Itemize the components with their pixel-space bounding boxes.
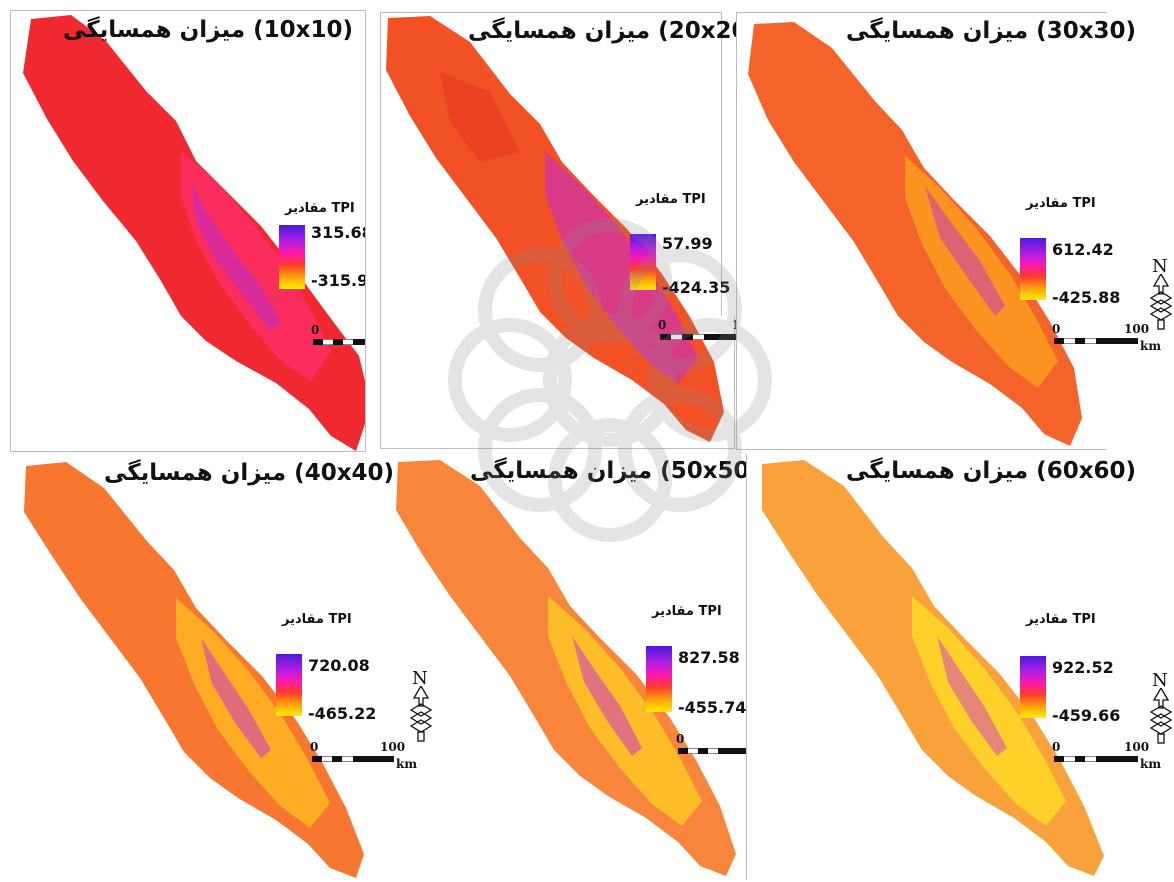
scale-bar-graphic [312, 756, 394, 762]
legend-title: مقادیر TPI [652, 604, 722, 619]
north-arrow-icon [1149, 274, 1173, 330]
scale-zero-label: 0 [1052, 322, 1061, 336]
legend-min-value: -459.66 [1052, 706, 1121, 725]
scale-bar: 0 100 km [1052, 740, 1162, 771]
scale-bar-graphic [678, 748, 758, 754]
legend-max-value: 827.58 [678, 648, 740, 667]
scale-bar-graphic [660, 334, 746, 340]
tpi-legend: مقادیر TPI 720.08 -465.22 [276, 612, 386, 723]
scale-bar: 0 100 km [311, 323, 365, 353]
scale-zero-label: 0 [676, 732, 685, 746]
scale-zero-label: 0 [310, 740, 319, 754]
scale-hundred-label: 100 [1124, 740, 1150, 754]
legend-min-value: -465.22 [308, 704, 377, 723]
region-map [24, 462, 364, 878]
scale-hundred-label: 100 [1124, 322, 1150, 336]
legend-title: مقادیر TPI [285, 201, 355, 216]
scale-bar-graphic [313, 339, 365, 345]
color-ramp [646, 646, 672, 712]
panel-title: میزان همسایگی (60x60) [846, 458, 1137, 484]
legend-min-value: -424.35 [662, 278, 731, 297]
scale-bar: 0 100 km [1052, 322, 1162, 353]
panel-title: میزان همسایگی (20x20) [468, 18, 759, 44]
region-map [396, 460, 736, 876]
north-letter: N [1152, 670, 1168, 691]
north-letter: N [1152, 256, 1168, 277]
legend-max-value: 922.52 [1052, 658, 1114, 677]
scale-bar: 0 100 km [310, 740, 420, 771]
scale-unit-label: km [396, 757, 418, 771]
region-map [762, 460, 1104, 876]
legend-title: مقادیر TPI [1026, 612, 1096, 627]
tpi-legend: مقادیر TPI 612.42 -425.88 [1020, 196, 1130, 307]
tpi-legend: مقادیر TPI 827.58 -455.74 [646, 604, 756, 717]
legend-title: مقادیر TPI [636, 192, 706, 207]
north-letter: N [412, 668, 428, 689]
north-arrow-icon [409, 686, 433, 742]
color-ramp [630, 234, 656, 290]
legend-max-value: 57.99 [662, 234, 713, 253]
region-map [386, 16, 724, 442]
legend-max-value: 315.68 [311, 223, 365, 242]
scale-bar-graphic [1054, 756, 1138, 762]
panel-title: میزان همسایگی (50x50) [470, 458, 761, 484]
north-arrow-icon [1149, 688, 1173, 744]
legend-min-value: -425.88 [1052, 288, 1121, 307]
color-ramp [276, 654, 302, 716]
legend-title: مقادیر TPI [1026, 196, 1096, 211]
north-arrow: N [1148, 670, 1174, 746]
region-map [748, 22, 1082, 446]
scale-hundred-label: 100 [380, 740, 406, 754]
panel-title: میزان همسایگی (10x10) [62, 17, 353, 43]
panel-title: میزان همسایگی (30x30) [846, 18, 1137, 44]
north-arrow: N [1148, 256, 1174, 332]
legend-min-value: -455.74 [678, 698, 747, 717]
color-ramp [1020, 238, 1046, 300]
north-arrow: N [408, 668, 434, 744]
tpi-legend: مقادیر TPI 57.99 -424.35 [630, 192, 740, 297]
scale-zero-label: 0 [1052, 740, 1061, 754]
legend-max-value: 720.08 [308, 656, 370, 675]
legend-max-value: 612.42 [1052, 240, 1114, 259]
color-ramp [279, 225, 305, 289]
region-map [23, 15, 365, 451]
color-ramp [1020, 656, 1046, 718]
scale-zero-label: 0 [658, 318, 667, 332]
scale-zero-label: 0 [311, 323, 320, 337]
scale-unit-label: km [1140, 757, 1162, 771]
tpi-legend: مقادیر TPI 315.68 -315.99 [279, 201, 365, 301]
legend-title: مقادیر TPI [282, 612, 352, 627]
legend-min-value: -315.99 [311, 271, 365, 290]
map-panel-10x10: میزان همسایگی (10x10) مقادیر TPI 315.68 … [10, 10, 366, 452]
panel-title: میزان همسایگی (40x40) [104, 460, 395, 486]
scale-bar-graphic [1054, 338, 1138, 344]
tpi-legend: مقادیر TPI 922.52 -459.66 [1020, 612, 1130, 725]
scale-unit-label: km [1140, 339, 1162, 353]
